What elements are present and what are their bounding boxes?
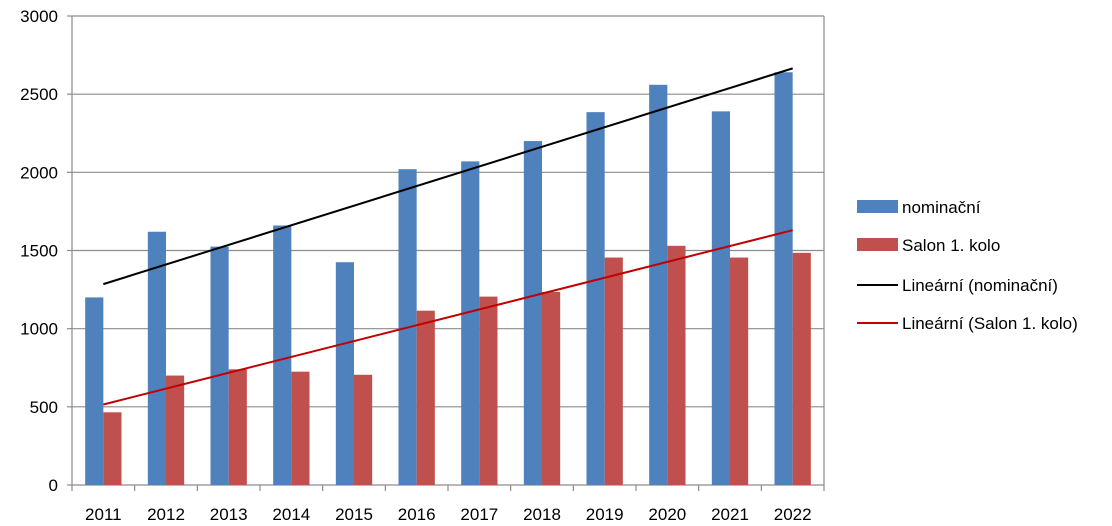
bar-nominacni-2014 (273, 225, 292, 485)
bar-nominacni-2013 (210, 246, 229, 485)
bar-salon-2011 (103, 412, 122, 485)
legend: nominační Salon 1. kolo Lineární (nominačn… (857, 198, 1078, 333)
x-tick-label: 2016 (398, 505, 436, 524)
bar-salon-2012 (166, 375, 185, 485)
bar-salon-2016 (416, 310, 435, 485)
x-tick-label: 2014 (272, 505, 310, 524)
bar-salon-2014 (291, 371, 310, 485)
y-tick-label: 1500 (20, 242, 58, 261)
x-tick-label: 2013 (210, 505, 248, 524)
gridlines (72, 15, 825, 485)
bar-nominacni-2012 (147, 231, 166, 485)
bar-nominacni-2020 (649, 84, 668, 485)
x-tick-label: 2011 (85, 505, 122, 524)
x-tick-label: 2012 (147, 505, 185, 524)
legend-label: Salon 1. kolo (902, 236, 1000, 255)
bar-nominacni-2011 (85, 297, 104, 485)
legend-label: Lineární (nominační) (902, 276, 1058, 295)
legend-label: nominační (902, 198, 981, 217)
legend-label: Lineární (Salon 1. kolo) (902, 314, 1078, 333)
x-tick-label: 2021 (711, 505, 749, 524)
bar-salon-2020 (667, 245, 686, 485)
bar-salon-2013 (228, 369, 247, 485)
bar-nominacni-2017 (461, 161, 480, 485)
trendlines (103, 67, 793, 406)
x-tick-label: 2019 (586, 505, 624, 524)
y-tick-label: 500 (30, 398, 58, 417)
bar-nominacni-2022 (774, 72, 793, 485)
bar-nominacni-2019 (586, 112, 605, 486)
bar-salon-2018 (542, 291, 561, 485)
bar-salon-2021 (730, 257, 749, 485)
bars (85, 72, 811, 486)
legend-swatch (857, 238, 898, 251)
bar-salon-2019 (604, 257, 623, 485)
bar-nominacni-2015 (335, 262, 354, 485)
y-tick-label: 1000 (20, 320, 58, 339)
y-tick-label: 0 (49, 476, 58, 495)
y-tick-label: 2000 (20, 163, 58, 182)
bar-salon-2022 (792, 252, 811, 485)
x-tick-label: 2022 (774, 505, 812, 524)
bar-nominacni-2021 (711, 111, 730, 485)
x-axis: 2011 2012 2013 2014 2015 2016 2017 2018 2019 2020… (71, 484, 825, 524)
x-tick-label: 2015 (335, 505, 373, 524)
y-tick-label: 3000 (20, 7, 58, 26)
bar-salon-2017 (479, 296, 498, 485)
x-tick-label: 2020 (648, 505, 686, 524)
legend-swatch (857, 200, 898, 213)
trendline-nominacni (103, 67, 793, 286)
x-tick-label: 2018 (523, 505, 561, 524)
y-tick-label: 2500 (20, 85, 58, 104)
bar-salon-2015 (354, 374, 373, 485)
x-tick-label: 2017 (460, 505, 498, 524)
y-axis: 0 500 1000 1500 2000 2500 3000 (20, 7, 73, 495)
bar-nominacni-2018 (523, 141, 542, 486)
trendline-salon (103, 229, 793, 406)
